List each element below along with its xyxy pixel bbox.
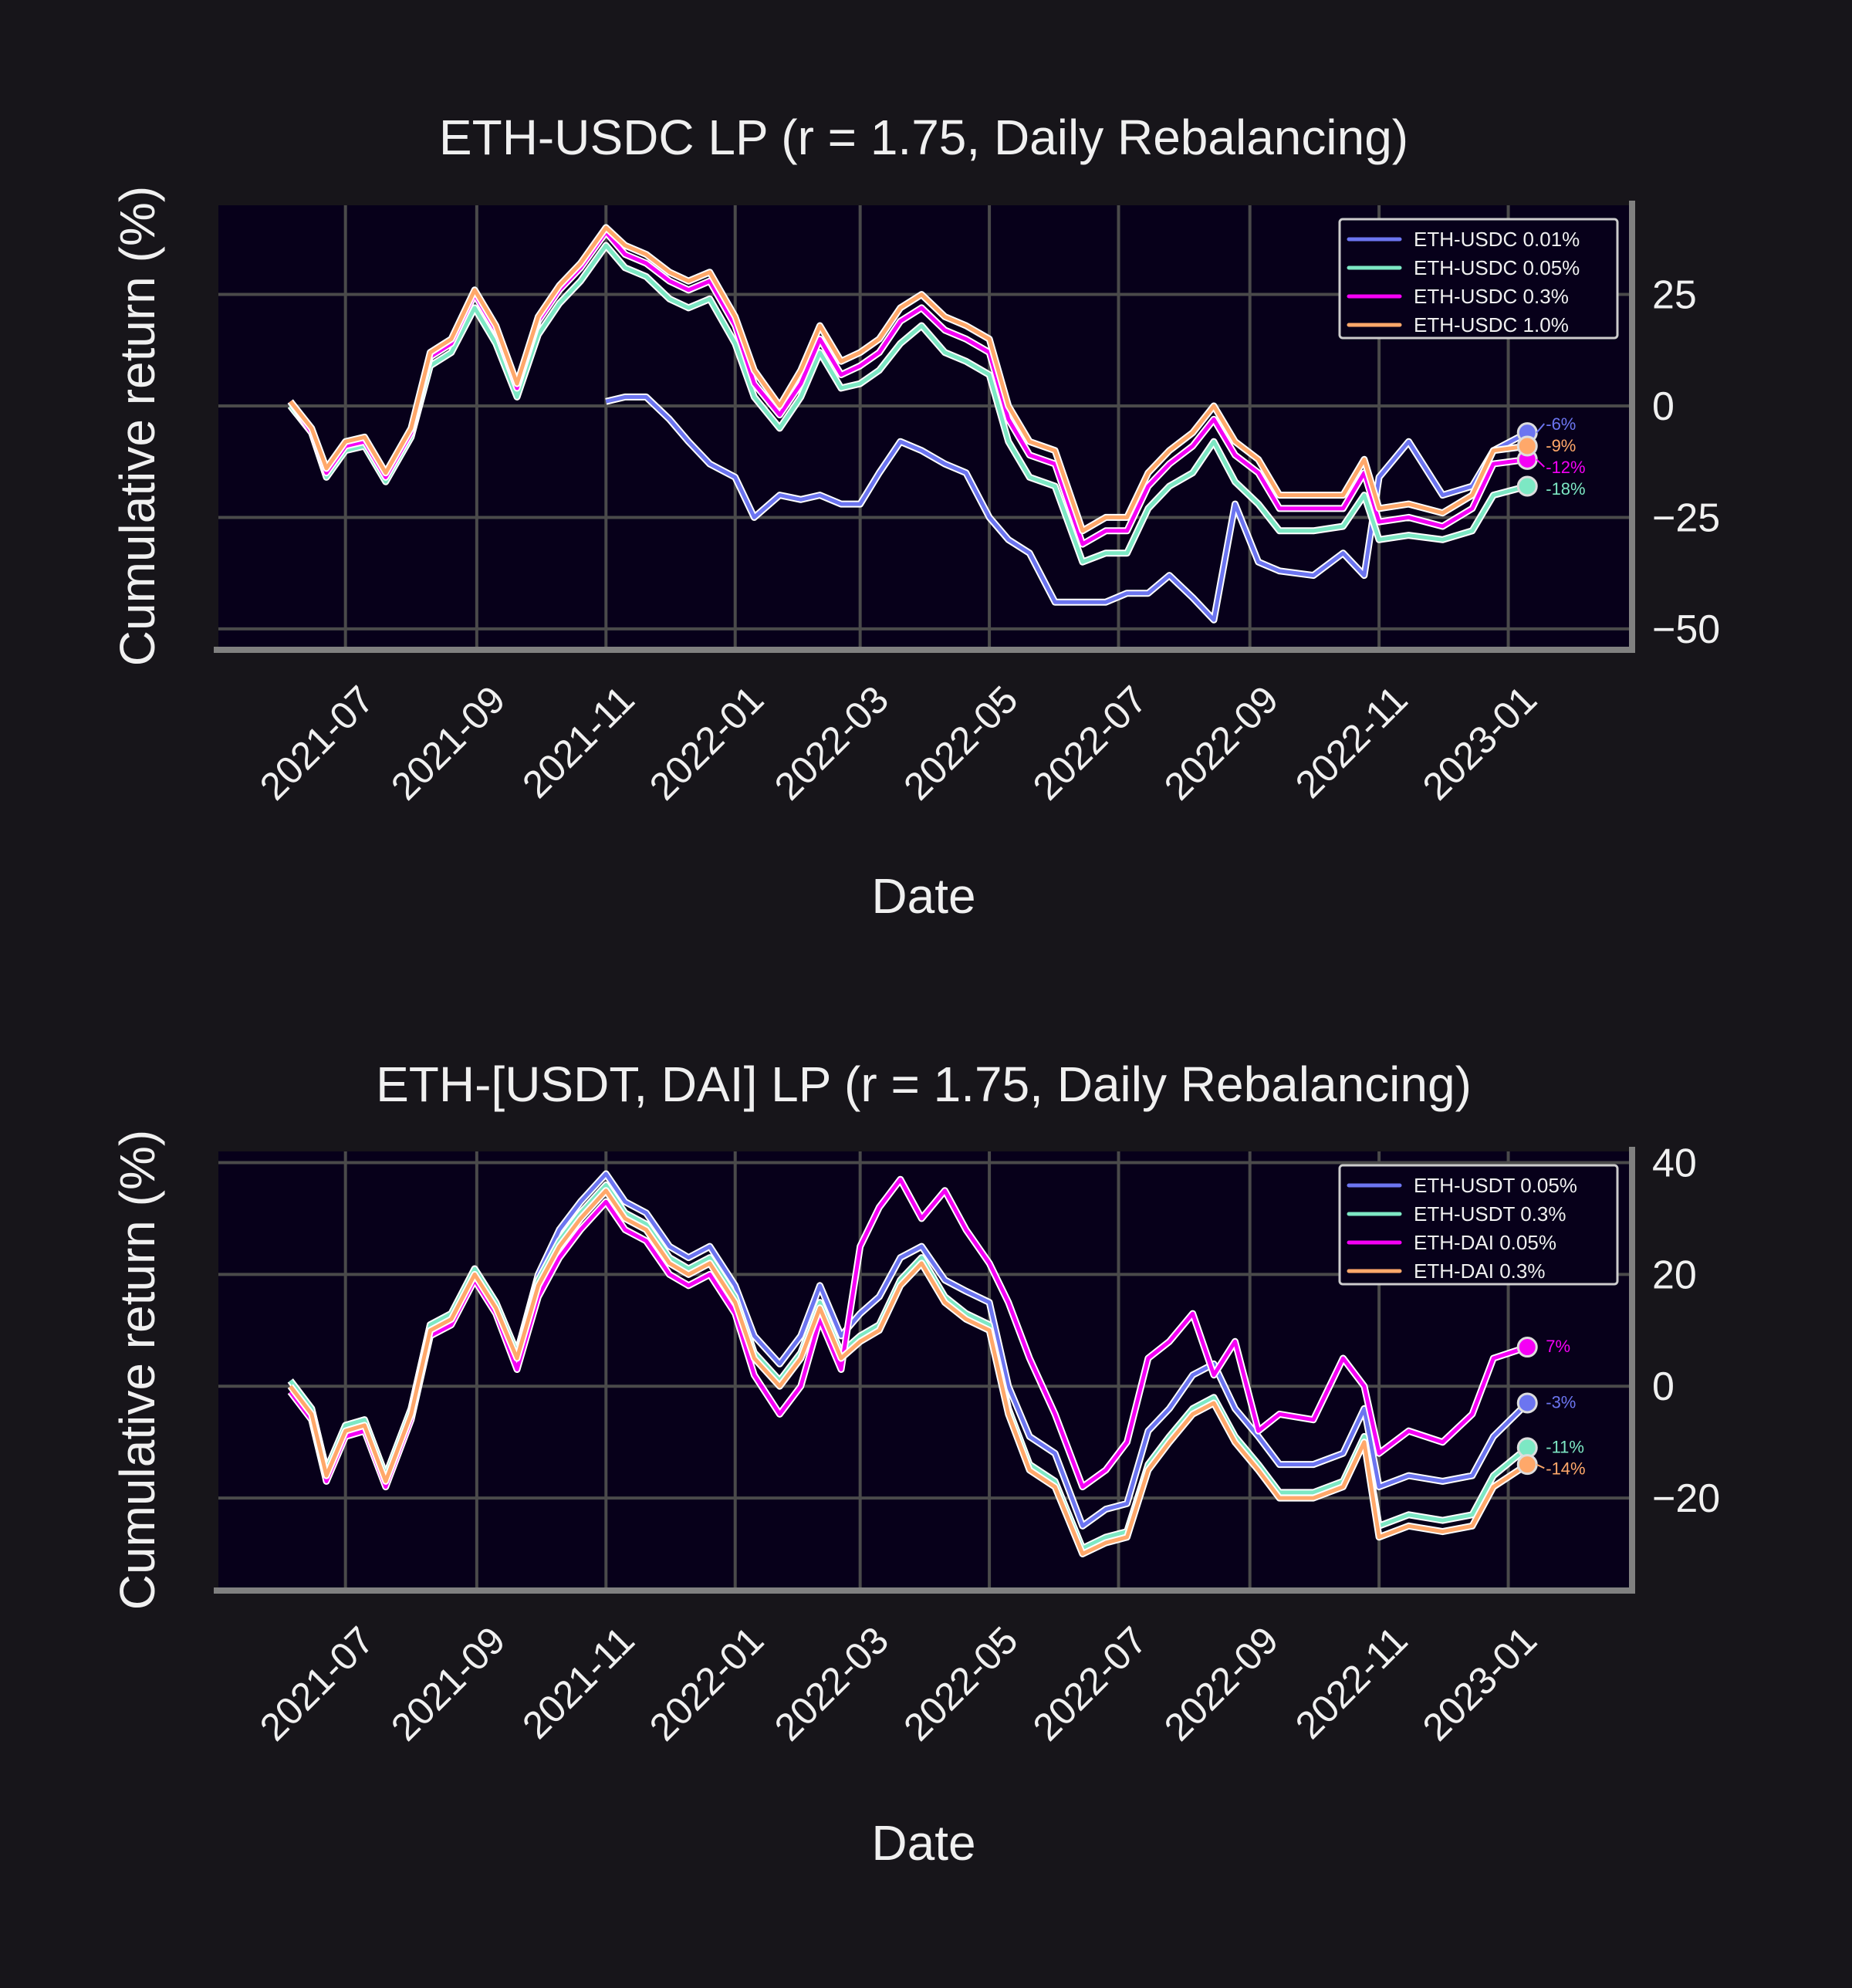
series-end-label: -12% [1546,458,1585,477]
chart-title: ETH-[USDT, DAI] LP (r = 1.75, Daily Reba… [376,1057,1472,1112]
series-line [605,394,1529,622]
legend [1338,1164,1619,1286]
y-axis-label: Cumulative return (%) [110,186,165,666]
legend-entry: ETH-USDC 1.0% [1414,313,1569,336]
series-line [289,225,1528,533]
x-axis-label: Date [871,1815,975,1871]
series-end-marker [1516,1454,1538,1476]
series-line [289,1188,1529,1556]
y-axis-label: Cumulative return (%) [110,1130,165,1610]
chart-title: ETH-USDC LP (r = 1.75, Daily Rebalancing… [439,110,1408,165]
legend-entry: ETH-DAI 0.3% [1414,1259,1546,1283]
series-end-label-leader [1536,458,1545,468]
y-tick-label: 20 [1652,1253,1697,1297]
series-end-marker [1516,475,1538,497]
legend-entry: ETH-DAI 0.05% [1414,1231,1556,1254]
series-line [289,243,1528,564]
series-end-marker [1516,1392,1538,1414]
y-tick-label: −25 [1652,495,1720,540]
series-end-label: -14% [1546,1459,1585,1478]
legend-entry: ETH-USDC 0.05% [1414,256,1580,279]
series-end-label: -3% [1546,1392,1576,1412]
y-tick-label: −50 [1652,607,1720,652]
legend-entry: ETH-USDC 0.01% [1414,228,1580,251]
y-tick-label: 25 [1652,273,1697,318]
y-tick-label: 40 [1652,1141,1697,1185]
series-end-marker [1516,435,1538,457]
legend-entry: ETH-USDT 0.05% [1414,1174,1577,1197]
series-end-label: -9% [1546,436,1576,455]
series-end-label: -11% [1546,1437,1584,1456]
y-tick-label: 0 [1652,1364,1675,1409]
series-end-marker [1516,1337,1538,1358]
series-end-label: -18% [1546,479,1585,499]
x-axis-label: Date [871,868,975,924]
series-end-label-leader [1536,1463,1545,1469]
series-end-label: 7% [1546,1337,1570,1356]
legend [1338,218,1619,340]
legend-entry: ETH-USDT 0.3% [1414,1202,1566,1226]
legend-entry: ETH-USDC 0.3% [1414,285,1569,308]
y-tick-label: 0 [1652,384,1675,429]
series-end-label-leader [1536,423,1546,434]
series-end-label: -6% [1546,414,1576,434]
y-tick-label: −20 [1652,1476,1720,1521]
